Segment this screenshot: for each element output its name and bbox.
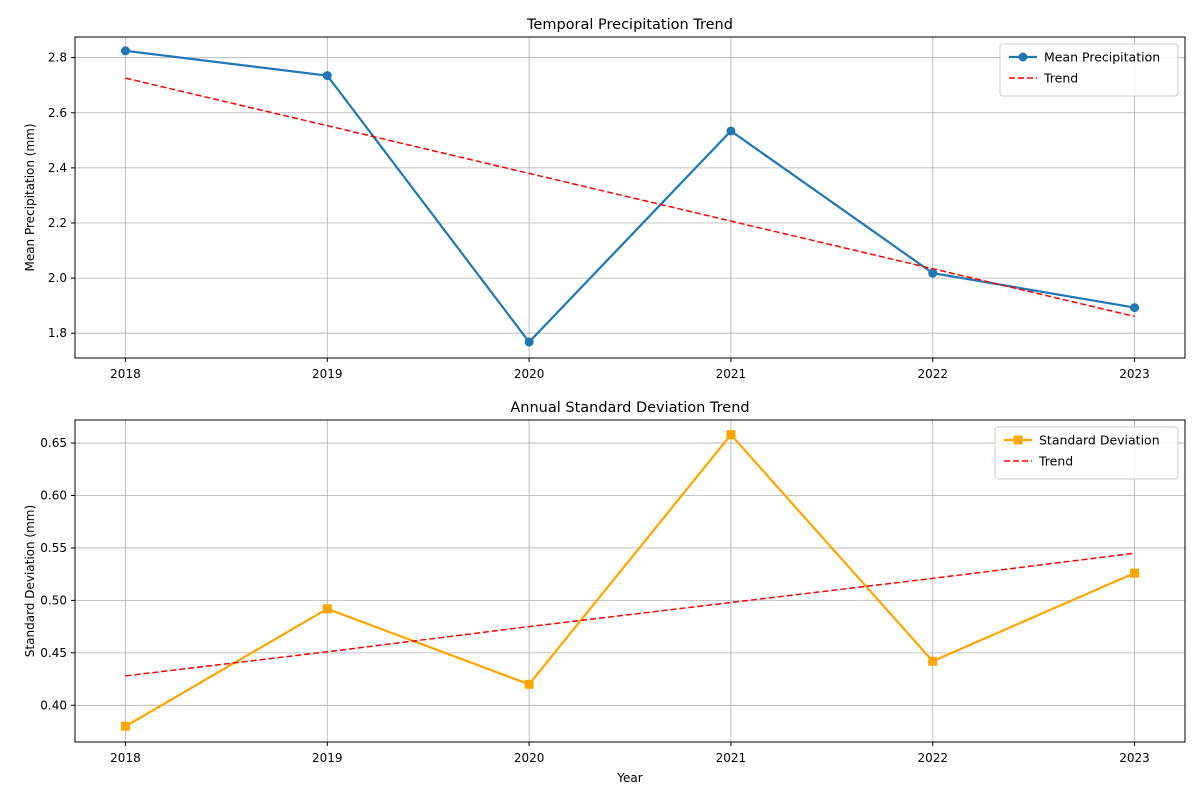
y-tick-label: 2.8 — [48, 51, 67, 65]
x-tick-label: 2018 — [110, 751, 141, 765]
y-tick-label: 2.6 — [48, 106, 67, 120]
series-line — [125, 49, 1135, 344]
series-line — [125, 77, 1135, 318]
x-tick-label: 2020 — [514, 751, 545, 765]
axes-frame — [74, 36, 1186, 359]
legend-label: Trend — [1038, 454, 1073, 469]
y-axis-label: Mean Precipitation (mm) — [23, 123, 37, 271]
legend-label: Standard Deviation — [1039, 433, 1160, 448]
chart-title: Temporal Precipitation Trend — [526, 17, 733, 33]
data-point — [120, 46, 130, 56]
std-deviation-subplot: 2018 2019 2020 2021 2022 2023 0.40 0.45 0.50 0.55… — [23, 400, 1186, 785]
y-tick-label: 1.8 — [48, 326, 67, 340]
x-tick-label: 2018 — [110, 367, 141, 381]
data-point — [928, 656, 938, 666]
series-line — [125, 552, 1135, 677]
legend-box — [994, 426, 1179, 480]
y-tick-label: 0.55 — [40, 541, 67, 555]
data-point — [726, 126, 736, 136]
legend: Mean Precipitation Trend — [999, 43, 1179, 97]
data-point — [120, 721, 130, 731]
series-data-0 — [120, 46, 1140, 347]
y-tick-label: 0.45 — [40, 646, 67, 660]
data-point — [322, 71, 332, 81]
x-tick-label: 2023 — [1119, 751, 1150, 765]
series-trend-1 — [125, 77, 1135, 318]
y-tick-label: 0.50 — [40, 593, 67, 607]
y-tick-label: 0.65 — [40, 436, 67, 450]
y-tick-label: 0.60 — [40, 489, 67, 503]
chart-title: Annual Standard Deviation Trend — [510, 400, 749, 416]
data-point — [1130, 568, 1140, 578]
data-point — [1130, 303, 1140, 313]
x-axis-label: Year — [616, 771, 642, 785]
x-tick-label: 2021 — [716, 367, 747, 381]
data-point — [524, 679, 534, 689]
data-point — [726, 430, 736, 440]
x-tick-label: 2020 — [514, 367, 545, 381]
y-tick-label: 0.40 — [40, 698, 67, 712]
x-tick-label: 2022 — [917, 751, 948, 765]
x-tick-label: 2021 — [716, 751, 747, 765]
y-tick-label: 2.0 — [48, 271, 67, 285]
legend-label: Mean Precipitation — [1044, 50, 1160, 65]
x-tick-label: 2019 — [312, 751, 343, 765]
x-tick-label: 2023 — [1119, 367, 1150, 381]
legend-box — [999, 43, 1179, 97]
data-point — [928, 268, 938, 278]
data-point — [524, 337, 534, 347]
legend-handle-marker — [1013, 435, 1023, 445]
precipitation-subplot: 2018 2019 2020 2021 2022 2023 1.8 2.0 2.2 2.4 2.6 2… — [23, 17, 1186, 381]
data-point — [322, 604, 332, 614]
y-tick-label: 2.4 — [48, 161, 67, 175]
axes-frame — [74, 419, 1186, 743]
y-tick-label: 2.2 — [48, 216, 67, 230]
legend: Standard Deviation Trend — [994, 426, 1179, 480]
legend-label: Trend — [1043, 71, 1078, 86]
series-line — [124, 433, 1135, 728]
x-tick-label: 2022 — [917, 367, 948, 381]
y-axis-label: Standard Deviation (mm) — [23, 505, 37, 657]
series-data-0 — [120, 430, 1140, 731]
series-trend-1 — [125, 552, 1135, 677]
legend-handle-marker — [1018, 52, 1028, 62]
x-tick-label: 2019 — [312, 367, 343, 381]
